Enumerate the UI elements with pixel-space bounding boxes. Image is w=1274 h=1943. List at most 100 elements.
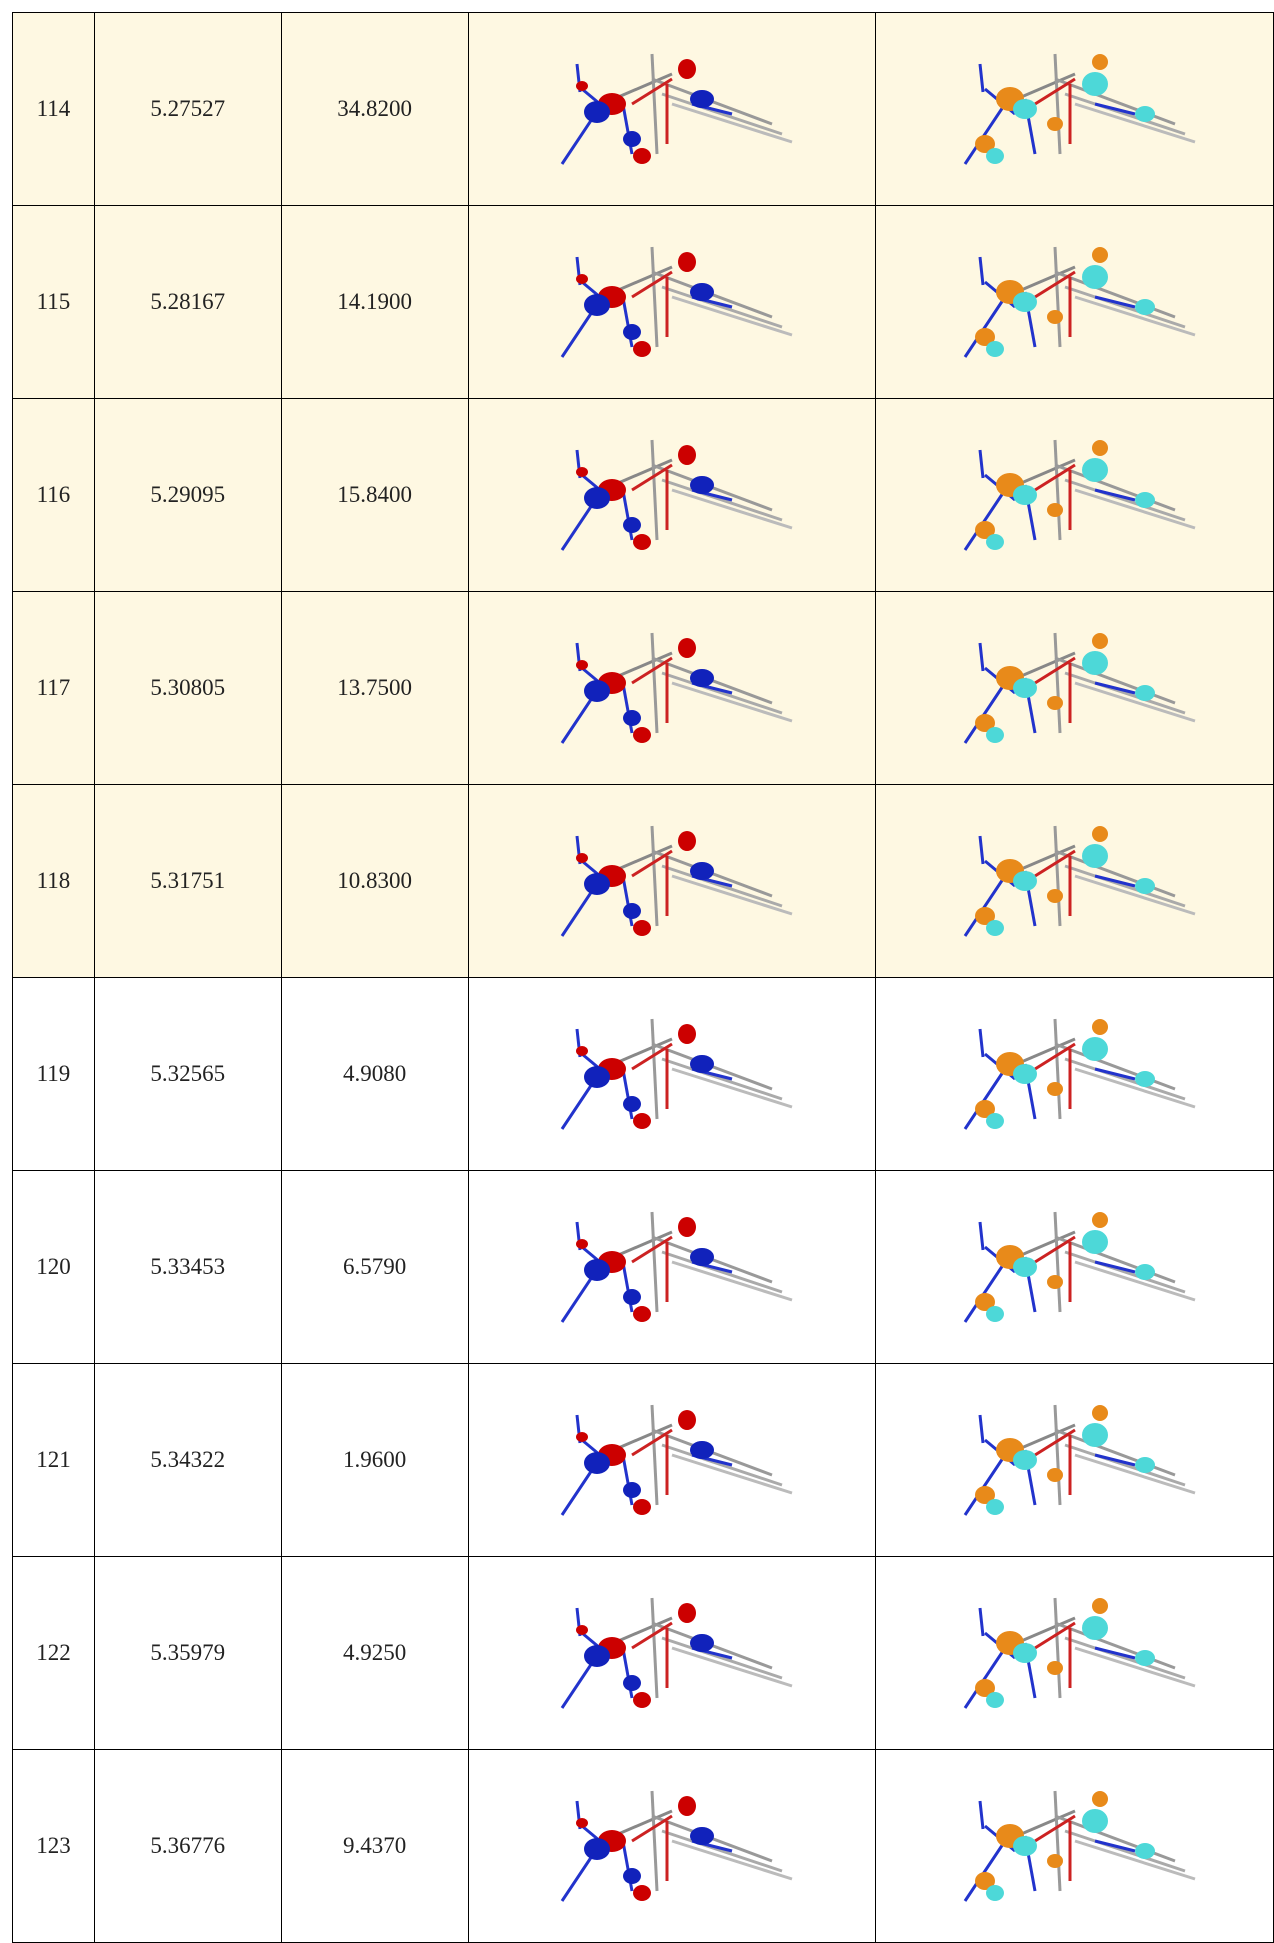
energy: 5.32565: [93, 977, 282, 1171]
table-row: 120 5.33453 6.5790: [12, 1170, 1274, 1364]
density-image: [875, 1170, 1274, 1364]
table-row: 115 5.28167 14.1900: [12, 205, 1274, 399]
molecule-image: [542, 1197, 802, 1337]
energy: 5.28167: [93, 205, 282, 399]
table-row: 122 5.35979 4.9250: [12, 1556, 1274, 1750]
molecule: [562, 1791, 792, 1901]
row-index: 119: [12, 977, 95, 1171]
molecule-image: [945, 39, 1205, 179]
orbital-image: [467, 205, 877, 399]
molecule: [965, 1405, 1195, 1515]
molecule: [562, 1212, 792, 1322]
table-row: 114 5.27527 34.8200: [12, 12, 1274, 206]
table-row: 117 5.30805 13.7500: [12, 591, 1274, 785]
orbital-image: [467, 1170, 877, 1364]
density-image: [875, 1556, 1274, 1750]
molecule-image: [542, 1004, 802, 1144]
table-row: 123 5.36776 9.4370: [12, 1749, 1274, 1943]
row-index: 121: [12, 1363, 95, 1557]
molecule-image: [542, 1776, 802, 1916]
density-image: [875, 205, 1274, 399]
strength: 9.4370: [280, 1749, 469, 1943]
strength: 15.8400: [280, 398, 469, 592]
molecule-image: [945, 811, 1205, 951]
molecule-image: [945, 1197, 1205, 1337]
molecule-image: [542, 1583, 802, 1723]
orbital-image: [467, 591, 877, 785]
strength: 34.8200: [280, 12, 469, 206]
density-image: [875, 1363, 1274, 1557]
molecule: [562, 633, 792, 743]
strength: 4.9080: [280, 977, 469, 1171]
molecule-image: [945, 618, 1205, 758]
molecule: [562, 440, 792, 550]
molecule-image: [945, 1004, 1205, 1144]
energy: 5.31751: [93, 784, 282, 978]
energy: 5.27527: [93, 12, 282, 206]
molecule-image: [542, 232, 802, 372]
strength: 1.9600: [280, 1363, 469, 1557]
molecule: [562, 1019, 792, 1129]
orbital-image: [467, 977, 877, 1171]
density-image: [875, 398, 1274, 592]
molecule-image: [542, 425, 802, 565]
data-table: 114 5.27527 34.8200 115 5.28167 14.1900 116 5.2…: [12, 12, 1274, 1943]
molecule: [965, 826, 1195, 936]
molecule-image: [542, 39, 802, 179]
strength: 14.1900: [280, 205, 469, 399]
table-row: 119 5.32565 4.9080: [12, 977, 1274, 1171]
molecule: [562, 247, 792, 357]
strength: 6.5790: [280, 1170, 469, 1364]
molecule: [965, 1019, 1195, 1129]
energy: 5.34322: [93, 1363, 282, 1557]
density-image: [875, 591, 1274, 785]
molecule-image: [542, 618, 802, 758]
molecule: [562, 54, 792, 164]
energy: 5.29095: [93, 398, 282, 592]
molecule-image: [945, 1390, 1205, 1530]
orbital-image: [467, 1749, 877, 1943]
orbital-image: [467, 1556, 877, 1750]
molecule-image: [945, 1776, 1205, 1916]
orbital-image: [467, 784, 877, 978]
molecule: [562, 826, 792, 936]
molecule-image: [945, 425, 1205, 565]
table-row: 121 5.34322 1.9600: [12, 1363, 1274, 1557]
row-index: 117: [12, 591, 95, 785]
row-index: 115: [12, 205, 95, 399]
molecule: [965, 1598, 1195, 1708]
molecule: [965, 633, 1195, 743]
molecule: [562, 1405, 792, 1515]
molecule: [965, 54, 1195, 164]
strength: 10.8300: [280, 784, 469, 978]
molecule-image: [542, 1390, 802, 1530]
density-image: [875, 977, 1274, 1171]
strength: 4.9250: [280, 1556, 469, 1750]
row-index: 123: [12, 1749, 95, 1943]
strength: 13.7500: [280, 591, 469, 785]
molecule: [965, 1791, 1195, 1901]
molecule-image: [542, 811, 802, 951]
density-image: [875, 12, 1274, 206]
molecule-image: [945, 232, 1205, 372]
molecule: [965, 440, 1195, 550]
density-image: [875, 784, 1274, 978]
energy: 5.30805: [93, 591, 282, 785]
orbital-image: [467, 398, 877, 592]
row-index: 120: [12, 1170, 95, 1364]
row-index: 116: [12, 398, 95, 592]
row-index: 118: [12, 784, 95, 978]
row-index: 122: [12, 1556, 95, 1750]
density-image: [875, 1749, 1274, 1943]
orbital-image: [467, 12, 877, 206]
table-row: 116 5.29095 15.8400: [12, 398, 1274, 592]
molecule-image: [945, 1583, 1205, 1723]
orbital-image: [467, 1363, 877, 1557]
row-index: 114: [12, 12, 95, 206]
energy: 5.36776: [93, 1749, 282, 1943]
molecule: [965, 1212, 1195, 1322]
energy: 5.33453: [93, 1170, 282, 1364]
energy: 5.35979: [93, 1556, 282, 1750]
table-body: 114 5.27527 34.8200 115 5.28167 14.1900 116 5.2…: [12, 12, 1274, 1943]
